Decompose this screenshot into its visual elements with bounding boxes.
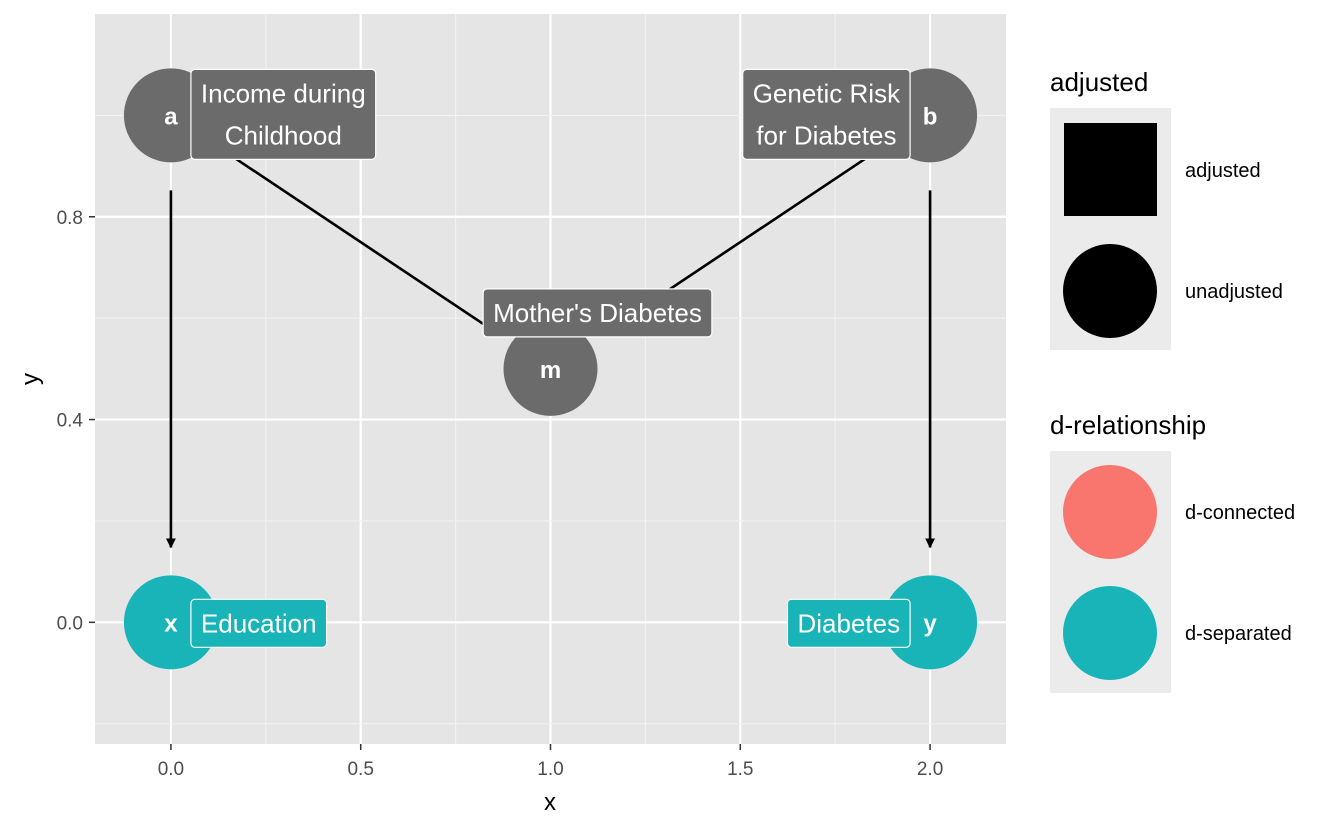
node-label-line: Genetic Risk bbox=[753, 78, 901, 108]
legend-adjusted-square-key bbox=[1064, 123, 1157, 216]
node-x-name: x bbox=[164, 610, 178, 637]
node-b-name: b bbox=[923, 103, 938, 130]
label-box bbox=[786, 598, 911, 648]
y-tick-label: 0.8 bbox=[57, 208, 83, 229]
x-tick-label: 0.0 bbox=[158, 759, 184, 780]
node-m-name: m bbox=[540, 357, 561, 384]
node-a-name: a bbox=[164, 103, 178, 130]
y-tick-label: 0.0 bbox=[57, 613, 83, 634]
legend-d-relationship-title: d-relationship bbox=[1050, 410, 1206, 440]
x-tick-label: 1.0 bbox=[537, 759, 563, 780]
node-m-label: Mother's Diabetes bbox=[482, 288, 713, 338]
legend-unadjusted-circle-key bbox=[1063, 244, 1157, 338]
node-m bbox=[503, 321, 598, 416]
legend-unadjusted-item-label: unadjusted bbox=[1185, 281, 1283, 303]
legend-d-connected-label: d-connected bbox=[1185, 502, 1295, 524]
edge-a-m bbox=[232, 155, 489, 329]
label-box bbox=[482, 288, 713, 338]
x-tick-label: 1.5 bbox=[727, 759, 753, 780]
label-box bbox=[742, 68, 911, 160]
node-label-line: Diabetes bbox=[797, 608, 900, 638]
x-axis-title: x bbox=[544, 789, 556, 816]
node-a-label: Income during Childhood bbox=[190, 68, 377, 160]
legend-d-separated-key bbox=[1063, 586, 1157, 680]
dag-nodes: a b m x y Income during Childhood Genetic Risk f… bbox=[123, 68, 978, 670]
legend-adjusted: adjusted adjusted unadjusted bbox=[1050, 67, 1283, 350]
label-box bbox=[190, 598, 328, 648]
node-label-line: for Diabetes bbox=[756, 120, 896, 150]
node-label-line: Childhood bbox=[225, 120, 342, 150]
node-x-label: Education bbox=[190, 598, 328, 648]
label-box bbox=[190, 68, 377, 160]
node-b-label: Genetic Risk for Diabetes bbox=[742, 68, 911, 160]
x-tick-label: 0.5 bbox=[347, 759, 373, 780]
axis-ticks: 0.0 0.5 1.0 1.5 2.0 0.0 0.4 0.8 bbox=[57, 208, 944, 780]
legend-adjusted-item-label: adjusted bbox=[1185, 160, 1261, 182]
y-tick-label: 0.4 bbox=[57, 411, 84, 432]
node-y-name: y bbox=[923, 610, 937, 637]
y-axis-title: y bbox=[17, 373, 44, 385]
node-label-line: Mother's Diabetes bbox=[493, 298, 702, 328]
node-label-line: Education bbox=[201, 608, 317, 638]
legend-adjusted-title: adjusted bbox=[1050, 67, 1148, 97]
legend-d-connected-key bbox=[1063, 465, 1157, 559]
legend-d-relationship: d-relationship d-connected d-separated bbox=[1050, 410, 1295, 693]
node-label-line: Income during bbox=[201, 78, 366, 108]
node-y-label: Diabetes bbox=[786, 598, 911, 648]
legend-d-separated-label: d-separated bbox=[1185, 623, 1292, 645]
x-tick-label: 2.0 bbox=[917, 759, 943, 780]
